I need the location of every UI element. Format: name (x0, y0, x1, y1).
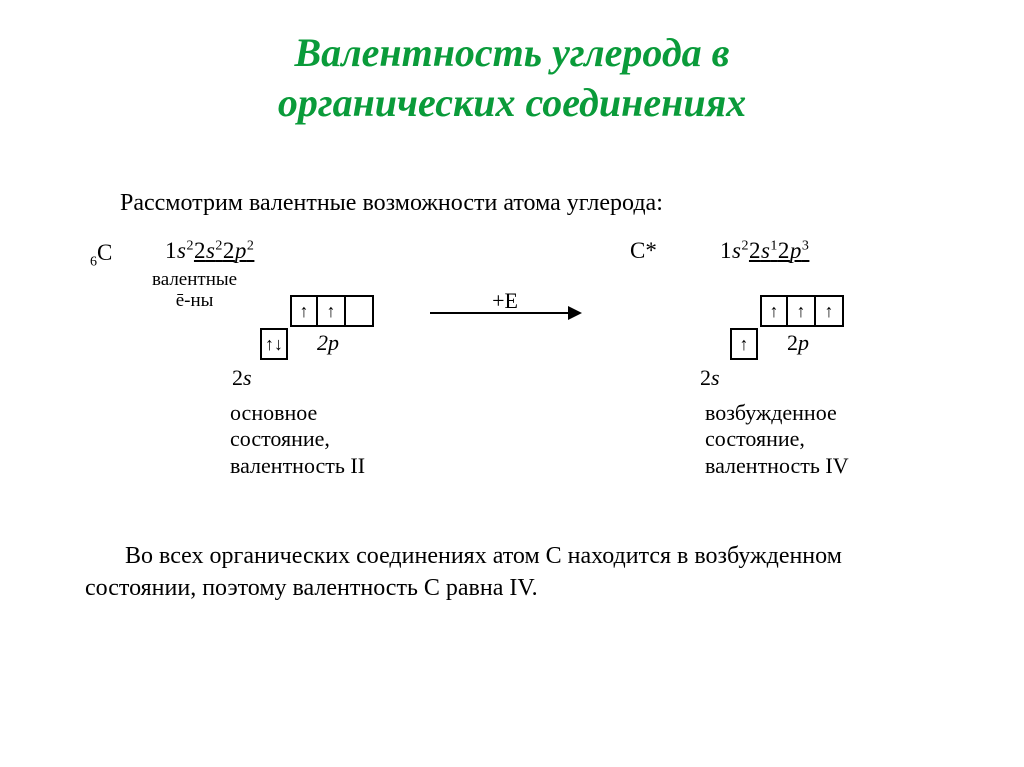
slide-title: Валентность углерода в органических соед… (0, 0, 1024, 128)
ground-state-l3: валентность II (230, 453, 365, 478)
excited-state-label: возбужденное состояние, валентность IV (705, 400, 849, 479)
ground-atom-symbol: C (97, 240, 112, 265)
excited-2p-box-1: ↑ (788, 295, 816, 327)
excited-state-l1: возбужденное (705, 400, 837, 425)
ground-state-label: основное состояние, валентность II (230, 400, 365, 479)
ground-2p-box-1: ↑ (318, 295, 346, 327)
arrow-icon (430, 312, 580, 314)
excited-config: 1s22s12p3 (720, 238, 809, 264)
ground-2s-box: ↑↓ (260, 328, 288, 360)
valence-l2: ē-ны (176, 290, 214, 311)
ground-2p-boxes: ↑ ↑ (290, 295, 374, 327)
excited-2s-boxes: ↑ (730, 328, 758, 360)
excited-atom-symbol: C* (630, 238, 657, 263)
excited-state-l2: состояние, (705, 426, 805, 451)
intro-text: Рассмотрим валентные возможности атома у… (120, 190, 663, 217)
ground-state-l2: состояние, (230, 426, 330, 451)
ground-2p-box-2 (346, 295, 374, 327)
excitation-arrow: +E (430, 288, 580, 314)
title-line-1: Валентность углерода в (294, 30, 729, 75)
valence-l1: валентные (152, 269, 237, 290)
ground-2p-label: 2p (317, 330, 339, 356)
title-line-2: органических соединениях (278, 80, 746, 125)
ground-atom-label: 6C (90, 240, 112, 271)
ground-state-l1: основное (230, 400, 317, 425)
ground-2s-boxes: ↑↓ (260, 328, 288, 360)
excited-state-l3: валентность IV (705, 453, 849, 478)
ground-config: 1s22s22p2 (165, 238, 254, 264)
valence-electrons-label: валентные ē-ны (152, 270, 237, 312)
ground-2p-box-0: ↑ (290, 295, 318, 327)
orbital-diagram: 6C 1s22s22p2 валентные ē-ны ↑ ↑ 2p ↑↓ 2s… (80, 230, 944, 530)
arrow-energy-label: +E (492, 288, 518, 314)
excited-2p-box-0: ↑ (760, 295, 788, 327)
excited-2p-box-2: ↑ (816, 295, 844, 327)
conclusion-text: Во всех органических соединениях атом C … (85, 540, 944, 605)
excited-2s-label: 2s (700, 365, 720, 391)
ground-2s-label: 2s (232, 365, 252, 391)
ground-atom-prefix: 6 (90, 255, 97, 270)
excited-2p-label: 2p (787, 330, 809, 356)
excited-2s-box: ↑ (730, 328, 758, 360)
excited-atom-label: C* (630, 238, 657, 264)
excited-2p-boxes: ↑ ↑ ↑ (760, 295, 844, 327)
